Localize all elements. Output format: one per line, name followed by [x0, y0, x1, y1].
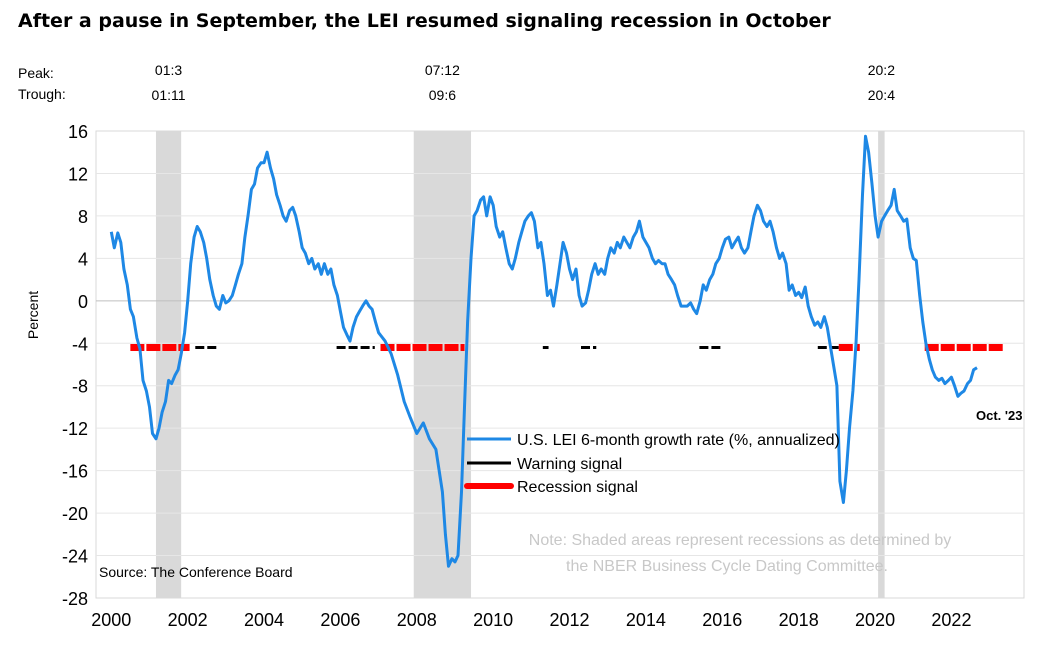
x-tick-label: 2002 — [168, 610, 208, 630]
recession-peak-2: 07:12 — [425, 62, 460, 78]
x-tick-label: 2018 — [779, 610, 819, 630]
legend-warning-label: Warning signal — [517, 456, 622, 473]
y-tick-label: -12 — [62, 419, 88, 439]
recession-trough-3: 20:4 — [868, 87, 895, 103]
x-tick-label: 2006 — [320, 610, 360, 630]
x-tick-label: 2022 — [931, 610, 971, 630]
last-point-label: Oct. '23 — [976, 408, 1022, 423]
x-tick-label: 2000 — [91, 610, 131, 630]
x-tick-label: 2012 — [550, 610, 590, 630]
lei-line — [109, 134, 978, 568]
x-tick-label: 2020 — [855, 610, 895, 630]
trough-label: Trough: — [18, 86, 66, 102]
plot-background — [95, 130, 1025, 599]
x-tick-label: 2014 — [626, 610, 666, 630]
y-tick-label: -28 — [62, 589, 88, 609]
recession-peak-3: 20:2 — [868, 62, 895, 78]
peak-label: Peak: — [18, 65, 54, 81]
x-tick-label: 2008 — [397, 610, 437, 630]
recession-shading: 01:3 01:11 07:12 09:6 20:2 20:4 — [152, 62, 895, 598]
x-tick-label: 2004 — [244, 610, 284, 630]
source-note: Source: The Conference Board — [99, 564, 293, 580]
y-tick-label: -8 — [72, 377, 88, 397]
legend-recession-label: Recession signal — [517, 479, 638, 496]
chart-title: After a pause in September, the LEI resu… — [18, 10, 831, 32]
y-tick-label: -16 — [62, 462, 88, 482]
y-tick-label: 8 — [78, 207, 88, 227]
y-tick-label: -20 — [62, 504, 88, 524]
y-tick-label: 12 — [68, 164, 88, 184]
recession-trough-2: 09:6 — [429, 87, 456, 103]
gridlines — [96, 172, 1024, 557]
y-tick-label: 0 — [78, 292, 88, 312]
recession-band-3 — [878, 131, 885, 598]
recession-peak-1: 01:3 — [155, 62, 182, 78]
y-tick-label: -24 — [62, 547, 88, 567]
recession-trough-1: 01:11 — [152, 87, 186, 103]
x-tick-label: 2016 — [702, 610, 742, 630]
y-axis-label: Percent — [25, 291, 41, 339]
note-line-1: Note: Shaded areas represent recessions … — [529, 532, 951, 549]
y-tick-label: 4 — [78, 249, 88, 269]
y-axis: 16 12 8 4 0 -4 -8 -12 -16 -20 -24 -28 — [62, 122, 88, 609]
y-tick-label: 16 — [68, 122, 88, 142]
recession-band-1 — [155, 131, 182, 598]
legend: U.S. LEI 6-month growth rate (%, annuali… — [464, 432, 840, 496]
y-tick-label: -4 — [72, 334, 88, 354]
lei-series — [109, 134, 978, 568]
legend-lei-label: U.S. LEI 6-month growth rate (%, annuali… — [517, 432, 840, 449]
x-axis: 2000 2002 2004 2006 2008 2010 2012 2014 2016 2018… — [91, 610, 971, 630]
x-tick-label: 2010 — [473, 610, 513, 630]
note-line-2: the NBER Business Cycle Dating Committee… — [566, 558, 888, 575]
recession-band-2 — [413, 131, 472, 598]
